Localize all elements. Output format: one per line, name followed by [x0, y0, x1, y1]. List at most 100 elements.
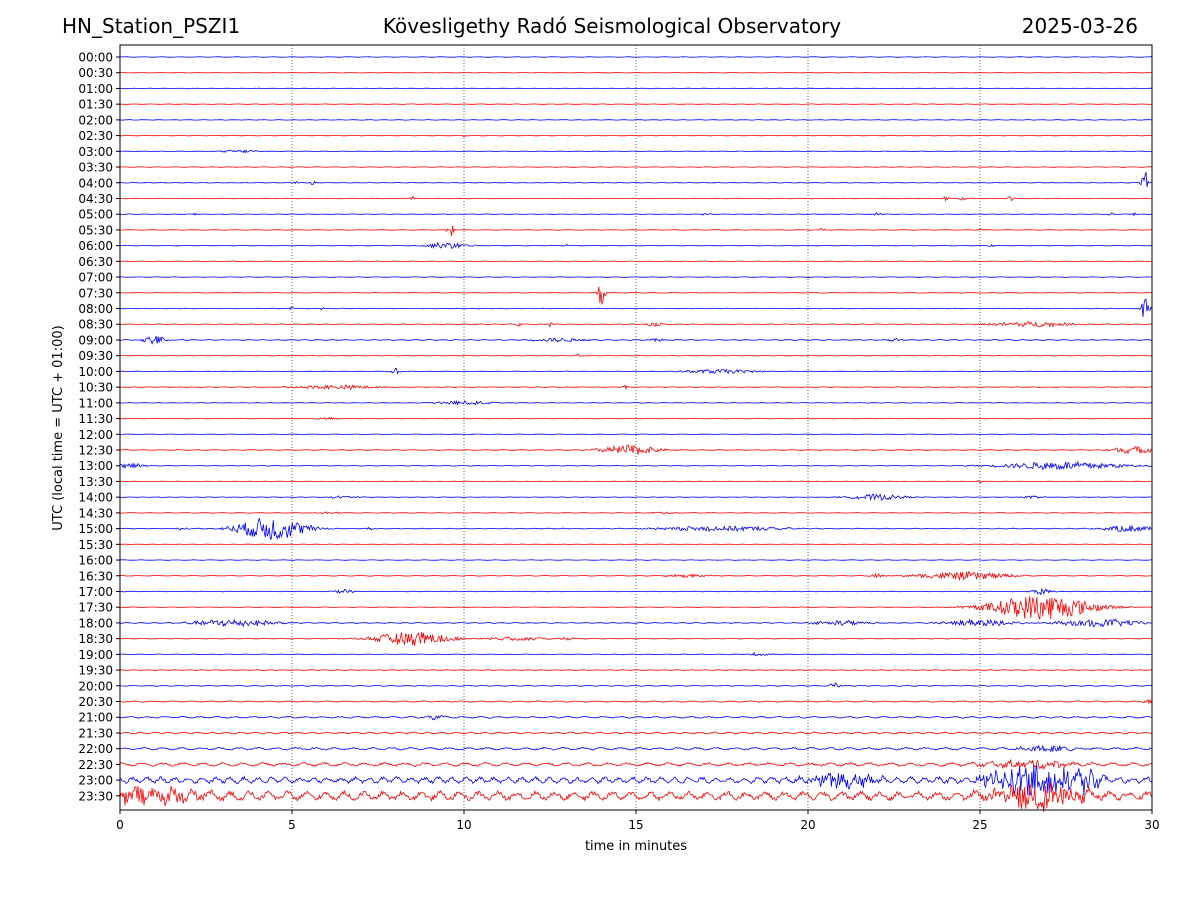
trace-1700 [120, 587, 1153, 596]
seismogram-traces [119, 56, 1153, 812]
y-tick-label: 16:00 [78, 554, 113, 568]
y-tick-label: 23:30 [78, 789, 113, 803]
trace-1730 [120, 596, 1153, 620]
y-tick-label: 03:30 [78, 161, 113, 175]
trace-2130 [119, 731, 1153, 735]
trace-1930 [119, 669, 1153, 671]
y-tick-label: 15:30 [78, 538, 113, 552]
trace-1900 [119, 651, 1152, 657]
y-tick-label: 05:30 [78, 223, 113, 237]
trace-0100 [119, 87, 1153, 90]
trace-2230 [119, 759, 1153, 770]
y-tick-label: 05:00 [78, 208, 113, 222]
trace-0700 [120, 276, 1152, 278]
trace-0130 [119, 103, 1152, 105]
trace-0900 [119, 335, 1153, 345]
trace-1100 [119, 399, 1153, 406]
vertical-gridlines [291, 45, 981, 810]
y-tick-label: 14:30 [78, 506, 113, 520]
trace-1130 [120, 416, 1153, 421]
trace-1500 [119, 517, 1153, 540]
x-tick-label: 25 [972, 818, 987, 832]
x-tick-label: 15 [628, 818, 643, 832]
y-tick-label: 02:30 [78, 129, 113, 143]
trace-1530 [119, 543, 1152, 546]
y-tick-label: 06:00 [78, 239, 113, 253]
y-tick-label: 01:00 [78, 82, 113, 96]
trace-0000 [119, 56, 1153, 58]
trace-1230 [119, 444, 1153, 455]
trace-2100 [119, 714, 1153, 721]
y-tick-label: 08:30 [78, 318, 113, 332]
trace-0230 [119, 134, 1153, 137]
y-tick-label: 22:30 [78, 758, 113, 772]
y-tick-label: 23:00 [78, 774, 113, 788]
y-tick-label: 11:30 [78, 412, 113, 426]
x-tick-label: 0 [116, 818, 124, 832]
y-tick-label: 17:30 [78, 601, 113, 615]
y-tick-label: 00:00 [78, 51, 113, 65]
x-tick-label: 30 [1144, 818, 1159, 832]
y-tick-label: 19:30 [78, 664, 113, 678]
y-axis-label: UTC (local time = UTC + 01:00) [51, 325, 66, 530]
trace-0830 [119, 321, 1153, 328]
trace-2330 [119, 782, 1153, 812]
y-tick-label: 04:00 [78, 176, 113, 190]
y-tick-label: 20:00 [78, 679, 113, 693]
station-name: HN_Station_PSZI1 [62, 14, 241, 38]
trace-1300 [119, 460, 1153, 471]
x-tick-label: 20 [800, 818, 815, 832]
observatory-title: Kövesligethy Radó Seismological Observat… [382, 14, 842, 38]
y-tick-label: 15:00 [78, 522, 113, 536]
trace-0800 [120, 298, 1153, 318]
y-tick-label: 16:30 [78, 569, 113, 583]
trace-2200 [119, 744, 1153, 753]
y-tick-label: 13:00 [78, 459, 113, 473]
y-tick-label: 18:00 [78, 616, 113, 630]
y-tick-label: 12:00 [78, 428, 113, 442]
trace-0400 [120, 172, 1153, 188]
y-tick-label: 08:00 [78, 302, 113, 316]
y-tick-label: 21:30 [78, 726, 113, 740]
y-tick-label: 09:30 [78, 349, 113, 363]
trace-0630 [119, 260, 1153, 263]
y-tick-label: 10:00 [78, 365, 113, 379]
x-axis-label: time in minutes [585, 839, 687, 854]
y-tick-label: 02:00 [78, 113, 113, 127]
trace-1030 [119, 384, 1153, 390]
trace-1400 [119, 493, 1153, 501]
y-tick-label: 07:00 [78, 271, 113, 285]
x-tick-label: 5 [288, 818, 296, 832]
y-tick-label: 01:30 [78, 98, 113, 112]
y-tick-label: 20:30 [78, 695, 113, 709]
trace-2030 [119, 698, 1153, 705]
trace-0030 [120, 71, 1153, 74]
trace-1200 [120, 433, 1153, 436]
y-tick-label: 04:30 [78, 192, 113, 206]
y-tick-label: 07:30 [78, 286, 113, 300]
trace-1330 [120, 480, 1152, 484]
y-tick-label: 09:00 [78, 333, 113, 347]
y-tick-label: 18:30 [78, 632, 113, 646]
trace-1430 [119, 511, 1153, 515]
trace-1630 [119, 570, 1153, 582]
trace-1600 [119, 559, 1153, 561]
trace-0500 [119, 212, 1153, 217]
y-tick-label: 10:30 [78, 381, 113, 395]
record-date: 2025-03-26 [1021, 14, 1138, 38]
trace-0430 [119, 196, 1152, 202]
y-tick-label: 14:00 [78, 491, 113, 505]
y-tick-label: 17:00 [78, 585, 113, 599]
trace-0530 [119, 225, 1153, 236]
trace-0600 [119, 241, 1153, 250]
y-tick-label: 21:00 [78, 711, 113, 725]
trace-0200 [119, 119, 1153, 121]
trace-0730 [119, 286, 1153, 306]
trace-0300 [120, 149, 1153, 154]
x-axis: 0 5 10 15 20 25 30 [116, 810, 1160, 832]
y-tick-label: 12:30 [78, 444, 113, 458]
trace-1800 [119, 618, 1153, 628]
trace-1000 [119, 367, 1153, 375]
